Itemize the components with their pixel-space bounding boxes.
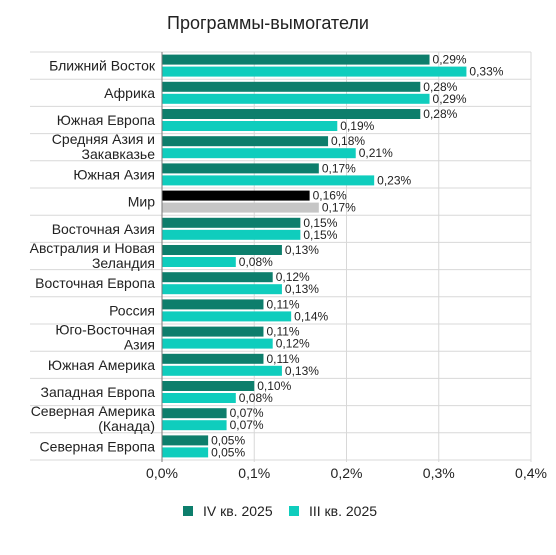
data-label: 0,05% — [211, 433, 245, 447]
data-label: 0,23% — [377, 173, 411, 187]
data-label: 0,13% — [285, 282, 319, 296]
bar-q4 — [162, 190, 310, 201]
bar-q3 — [162, 257, 236, 267]
bar-q3 — [162, 148, 356, 159]
data-label: 0,19% — [340, 119, 374, 133]
data-label: 0,13% — [285, 364, 319, 378]
data-label: 0,17% — [322, 201, 356, 215]
category-label: Северная Европа — [40, 438, 156, 454]
bar-q4 — [162, 326, 264, 337]
category-label: Северная Америка (Канада) — [31, 403, 156, 434]
bar-q3 — [162, 202, 319, 213]
x-axis: 0,0% 0,1% 0,2% 0,3% 0,4% — [146, 52, 547, 481]
bar-q4 — [162, 245, 282, 255]
bar-q4 — [162, 136, 329, 147]
data-label: 0,15% — [303, 216, 337, 230]
bar-q3 — [162, 365, 282, 376]
bar-q3 — [162, 311, 292, 322]
x-tick-label: 0,2% — [331, 465, 363, 481]
x-tick-label: 0,4% — [515, 465, 547, 481]
bar-q4 — [162, 299, 264, 310]
category-label: Россия — [109, 302, 155, 318]
data-label: 0,18% — [331, 134, 365, 148]
data-label: 0,28% — [423, 80, 457, 94]
category-label: Юго-Восточная Азия — [55, 322, 155, 353]
data-label: 0,07% — [230, 406, 264, 420]
bar-q4 — [162, 54, 430, 65]
bar-q4 — [162, 272, 273, 283]
data-label: 0,28% — [423, 107, 457, 121]
data-label: 0,11% — [266, 325, 299, 339]
bar-q3 — [162, 121, 338, 131]
bar-q4 — [162, 381, 255, 391]
data-label: 0,12% — [276, 337, 310, 351]
legend: IV кв. 2025 III кв. 2025 — [183, 503, 377, 519]
data-label: 0,29% — [433, 53, 467, 67]
data-label: 0,13% — [285, 243, 319, 257]
bar-q3 — [162, 66, 467, 77]
data-label: 0,08% — [239, 255, 273, 269]
category-labels: Ближний Восток Африка Южная Европа Средняя … — [30, 58, 156, 455]
bar-q4 — [162, 435, 209, 446]
chart-title: Программы-вымогатели — [167, 13, 369, 33]
legend-swatch-q3 — [289, 506, 299, 516]
bar-q3 — [162, 447, 209, 458]
data-label: 0,16% — [313, 189, 347, 203]
data-label: 0,14% — [294, 309, 328, 323]
data-label: 0,33% — [469, 65, 503, 79]
legend-label: III кв. 2025 — [309, 503, 377, 519]
bar-q4 — [162, 353, 264, 364]
category-label: Восточная Азия — [52, 221, 155, 237]
data-label: 0,12% — [276, 270, 310, 284]
data-label: 0,07% — [230, 418, 264, 432]
category-label: Мир — [128, 194, 155, 210]
data-label: 0,11% — [266, 297, 299, 311]
data-label: 0,15% — [303, 228, 337, 242]
category-label: Южная Европа — [57, 112, 155, 128]
grid-layer — [30, 51, 532, 462]
bar-q4 — [162, 109, 421, 119]
data-label: 0,17% — [322, 161, 356, 175]
bar-q3 — [162, 393, 236, 403]
bar-q3 — [162, 420, 227, 431]
bar-q4 — [162, 408, 227, 419]
bar-q3 — [162, 229, 301, 240]
category-label: Африка — [104, 85, 155, 101]
legend-swatch-q4 — [183, 506, 193, 516]
data-label: 0,21% — [359, 146, 393, 160]
data-label: 0,05% — [211, 445, 245, 459]
category-label: Ближний Восток — [49, 58, 156, 74]
data-label: 0,11% — [266, 352, 299, 366]
data-label: 0,08% — [239, 391, 273, 405]
category-label: Средняя Азия и Закавказье — [52, 131, 155, 162]
bar-q4 — [162, 81, 421, 92]
data-label: 0,29% — [433, 92, 467, 106]
bars-layer: 0,29%0,33%0,28%0,29%0,28%0,19%0,18%0,21%… — [162, 53, 504, 459]
category-label: Австралия и Новая Зеландия — [30, 240, 155, 271]
bar-q4 — [162, 217, 301, 228]
bar-q4 — [162, 163, 319, 174]
category-label: Западная Европа — [41, 384, 156, 400]
x-tick-label: 0,3% — [423, 465, 455, 481]
bar-q3 — [162, 93, 430, 104]
data-label: 0,10% — [257, 379, 291, 393]
x-tick-label: 0,0% — [146, 465, 178, 481]
x-tick-label: 0,1% — [238, 465, 270, 481]
legend-label: IV кв. 2025 — [203, 503, 273, 519]
bar-q3 — [162, 338, 273, 349]
category-label: Южная Азия — [73, 166, 155, 182]
bar-q3 — [162, 284, 282, 295]
category-label: Восточная Европа — [35, 275, 155, 291]
bar-q3 — [162, 175, 375, 186]
category-label: Южная Америка — [48, 357, 155, 373]
